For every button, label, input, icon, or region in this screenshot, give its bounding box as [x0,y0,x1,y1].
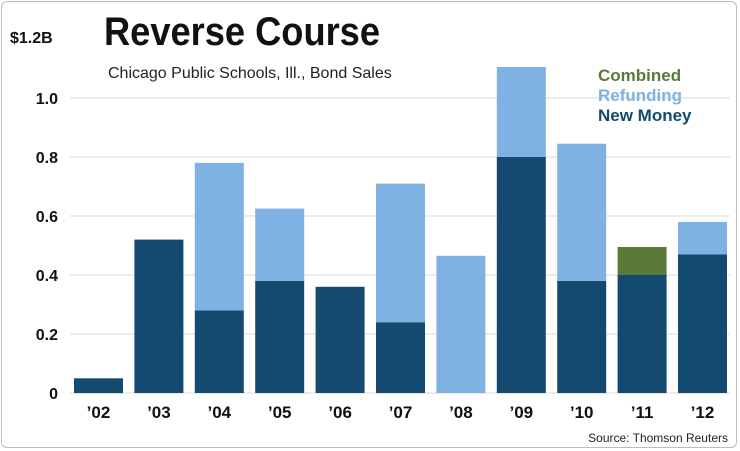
x-tick-label: ’08 [449,403,473,422]
x-tick-label: ’11 [631,403,654,422]
chart-title: Reverse Course [104,10,380,54]
bar-refunding [255,208,305,281]
bar-refunding [436,255,486,393]
x-tick-label: ’02 [87,403,111,422]
source-note: Source: Thomson Reuters [588,431,728,445]
bar-new-money [557,280,607,393]
x-tick-label: ’12 [691,403,715,422]
bar-new-money [496,157,546,393]
x-tick-label: ’06 [328,403,352,422]
bar-new-money [315,286,365,393]
x-tick-label: ’03 [147,403,171,422]
labels: 0 0.2 0.4 0.6 0.8 1.0 ’02 ’03 ’04 ’05 ’06 ’07 ’08 ’09… [36,91,715,422]
legend: Combined Refunding New Money [598,66,692,125]
x-tick-label: ’10 [570,403,594,422]
y-tick-label: 0.8 [36,150,58,167]
bar-combined [617,247,667,275]
bar-new-money [194,310,244,393]
chart-subtitle: Chicago Public Schools, Ill., Bond Sales [108,65,392,82]
bar-new-money [678,254,727,393]
x-tick-label: ’04 [207,403,231,422]
bar-refunding [557,143,607,281]
bar-refunding [678,221,727,255]
y-tick-label: 0.6 [36,209,58,226]
legend-new-money: New Money [598,106,692,125]
legend-refunding: Refunding [598,86,682,105]
legend-combined: Combined [598,66,681,85]
y-tick-label: 0.4 [36,268,58,285]
y-tick-label: 0 [49,386,58,403]
bar-new-money [255,280,305,393]
bars [74,67,727,394]
x-tick-label: ’07 [389,403,413,422]
bar-new-money [617,275,667,393]
bar-refunding [376,183,425,323]
y-tick-label: 0.2 [36,327,58,344]
x-tick-label: ’09 [509,403,533,422]
bar-new-money [134,239,184,393]
y-tick-label: 1.0 [36,91,58,108]
x-tick-label: ’05 [268,403,292,422]
bar-refunding [496,67,546,157]
bar-new-money [376,322,425,393]
bar-refunding [194,162,244,311]
bar-new-money [74,378,123,394]
y-axis-max-label: $1.2B [10,30,53,47]
